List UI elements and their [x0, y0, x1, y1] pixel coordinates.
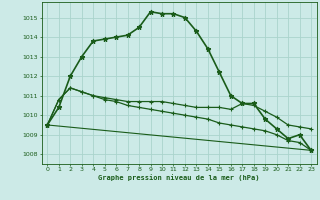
X-axis label: Graphe pression niveau de la mer (hPa): Graphe pression niveau de la mer (hPa) [99, 174, 260, 181]
